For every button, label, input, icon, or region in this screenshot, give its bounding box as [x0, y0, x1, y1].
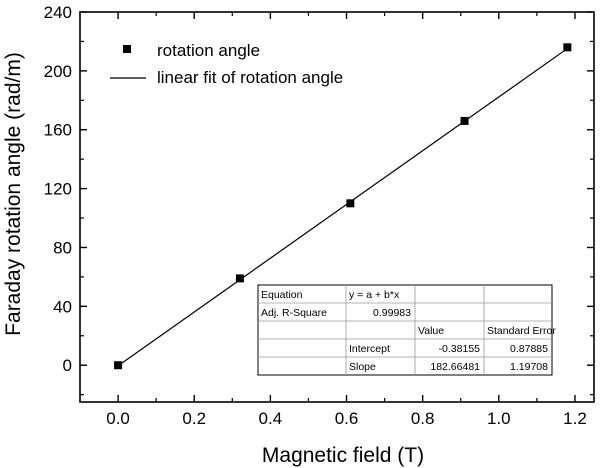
data-point: [235, 274, 244, 283]
data-point: [114, 361, 123, 370]
table-cell: Value: [418, 325, 444, 337]
y-tick-label: 80: [53, 238, 72, 257]
plot-border: [79, 11, 595, 403]
data-point: [563, 43, 572, 52]
x-tick-label: 0.6: [335, 409, 359, 428]
table-cell: 182.66481: [430, 361, 480, 373]
y-tick-label: 120: [44, 180, 72, 199]
y-tick-label: 160: [44, 121, 72, 140]
legend-label-fit: linear fit of rotation angle: [157, 68, 343, 87]
table-cell: Slope: [349, 361, 376, 373]
y-tick-label: 240: [44, 3, 72, 22]
x-tick-label: 1.0: [487, 409, 511, 428]
legend: rotation angle linear fit of rotation ang…: [110, 41, 343, 87]
table-cell: Intercept: [349, 343, 390, 355]
y-tick-label: 40: [53, 297, 72, 316]
x-axis-label: Magnetic field (T): [262, 444, 424, 467]
fit-results-table: Equation y = a + b*x Adj. R-Square 0.99983 V…: [257, 284, 556, 376]
table-cell: -0.38155: [439, 343, 481, 355]
x-tick-label: 0.8: [411, 409, 435, 428]
y-tick-label: 0: [63, 356, 72, 375]
table-cell: y = a + b*x: [349, 289, 400, 301]
data-point: [460, 116, 469, 125]
legend-label-points: rotation angle: [157, 41, 260, 60]
x-tick-label: 1.2: [563, 409, 587, 428]
plot-frame: [79, 11, 595, 403]
table-cell: Equation: [261, 289, 303, 301]
x-tick-label: 0.4: [259, 409, 283, 428]
table-cell: 0.87885: [510, 343, 548, 355]
y-axis-label: Faraday rotation angle (rad/m): [2, 52, 25, 336]
data-point: [346, 199, 355, 208]
x-tick-label: 0.0: [106, 409, 130, 428]
y-tick-label: 200: [44, 62, 72, 81]
table-cell: Standard Error: [487, 325, 556, 337]
table-cell: 0.99983: [373, 307, 411, 319]
fit-line-layer: [117, 48, 568, 367]
table-border: [257, 284, 553, 376]
linear-fit-line: [117, 48, 568, 367]
y-axis-ticks: 0 40 80 120 160 200 240: [44, 3, 594, 396]
table-cell: 1.19708: [510, 361, 548, 373]
x-axis-ticks: 0.0 0.2 0.4 0.6 0.8 1.0 1.2: [79, 12, 587, 428]
data-points: [114, 43, 572, 370]
legend-marker-points: [123, 45, 131, 53]
table-cell: Adj. R-Square: [261, 307, 327, 319]
x-tick-label: 0.2: [182, 409, 206, 428]
